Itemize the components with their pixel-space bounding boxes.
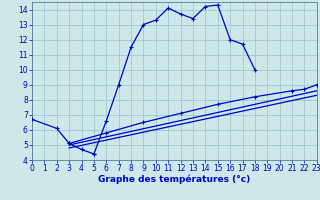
X-axis label: Graphe des températures (°c): Graphe des températures (°c) (98, 175, 251, 184)
